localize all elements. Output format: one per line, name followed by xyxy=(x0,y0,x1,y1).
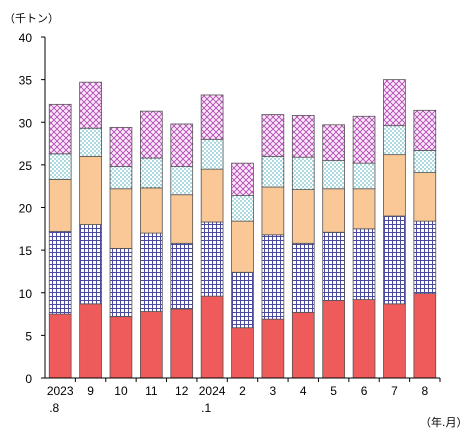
bar-segment-series2 xyxy=(109,248,133,318)
x-tick-sublabel: .1 xyxy=(201,401,211,415)
bar-segment-series3 xyxy=(170,194,194,244)
bar-segment-series1 xyxy=(322,300,345,379)
bar-segment-series4 xyxy=(200,138,224,170)
bars-layer xyxy=(48,79,437,379)
bar-segment-series3 xyxy=(200,168,224,223)
y-tick-label: 10 xyxy=(19,287,33,301)
x-tick-label: 9 xyxy=(87,384,94,398)
bar-segment-series5 xyxy=(170,123,194,167)
bar-segment-series4 xyxy=(79,127,102,157)
x-tick-label: 4 xyxy=(300,384,307,398)
bar-segment-series5 xyxy=(291,115,315,158)
bar-segment-series2 xyxy=(383,215,406,305)
x-tick-label: 6 xyxy=(361,384,368,398)
bar-segment-series3 xyxy=(413,172,437,222)
bar-segment-series1 xyxy=(352,299,376,379)
x-tick-label: 2023 xyxy=(47,384,74,398)
bar-segment-series3 xyxy=(109,188,133,249)
y-tick-label: 40 xyxy=(19,31,33,45)
y-axis-unit-label: （千トン） xyxy=(4,12,59,25)
bar-segment-series1 xyxy=(383,303,406,379)
bar-segment-series1 xyxy=(291,311,315,379)
bar-segment-series4 xyxy=(231,195,254,222)
x-tick-label: 2024 xyxy=(199,384,226,398)
bar-segment-series1 xyxy=(140,311,163,379)
bar-segment-series3 xyxy=(79,155,102,225)
bar-segment-series5 xyxy=(383,79,406,127)
bar-segment-series4 xyxy=(48,153,72,180)
bar-segment-series4 xyxy=(109,166,133,190)
bar-segment-series2 xyxy=(352,228,376,300)
x-tick-label: 10 xyxy=(114,384,128,398)
bar-segment-series4 xyxy=(413,149,437,173)
bar-segment-series5 xyxy=(109,126,133,167)
bar-segment-series2 xyxy=(291,242,315,313)
bar-segment-series5 xyxy=(79,81,102,129)
bar-segment-series4 xyxy=(170,166,194,196)
x-tick-label: 3 xyxy=(270,384,277,398)
bar-segment-series1 xyxy=(79,303,102,379)
x-tick-label: 8 xyxy=(421,384,428,398)
x-axis-unit-label: （年.月） xyxy=(420,415,466,428)
y-tick-label: 30 xyxy=(19,116,33,130)
bar-segment-series2 xyxy=(231,271,254,329)
bar-segment-series5 xyxy=(200,94,224,140)
x-tick-sublabel: .8 xyxy=(49,401,59,415)
y-tick-label: 0 xyxy=(25,372,32,386)
bar-segment-series5 xyxy=(140,110,163,159)
bar-segment-series5 xyxy=(48,103,72,155)
y-axis: 0 5 10 15 20 25 30 35 40 xyxy=(19,31,46,386)
bar-segment-series4 xyxy=(383,125,406,156)
bar-segment-series1 xyxy=(48,313,72,379)
bar-segment-series3 xyxy=(140,187,163,234)
bar-segment-series4 xyxy=(291,156,315,190)
x-tick-label: 2 xyxy=(239,384,246,398)
bar-segment-series4 xyxy=(261,155,285,188)
bar-segment-series3 xyxy=(48,178,72,232)
bar-segment-series3 xyxy=(352,188,376,230)
y-tick-label: 25 xyxy=(19,159,33,173)
bar-segment-series2 xyxy=(261,234,285,320)
bar-segment-series1 xyxy=(231,327,254,379)
bar-segment-series2 xyxy=(413,220,437,295)
bar-segment-series1 xyxy=(170,308,194,379)
bar-segment-series2 xyxy=(170,242,194,310)
bar-segment-series4 xyxy=(140,157,163,189)
bar-segment-series5 xyxy=(231,162,254,196)
bar-segment-series3 xyxy=(322,188,345,233)
x-tick-label: 12 xyxy=(175,384,189,398)
bar-segment-series3 xyxy=(383,154,406,217)
bar-segment-series2 xyxy=(48,230,72,315)
bar-segment-series4 xyxy=(352,162,376,190)
x-tick-label: 5 xyxy=(330,384,337,398)
bar-segment-series2 xyxy=(79,224,102,305)
bar-segment-series3 xyxy=(261,186,285,236)
bar-segment-series3 xyxy=(231,220,254,273)
y-tick-label: 20 xyxy=(19,202,33,216)
bar-segment-series1 xyxy=(109,316,133,379)
y-tick-label: 5 xyxy=(25,329,32,343)
y-tick-label: 15 xyxy=(19,244,33,258)
x-tick-label: 7 xyxy=(391,384,398,398)
bar-segment-series2 xyxy=(200,221,224,297)
bar-segment-series2 xyxy=(322,231,345,301)
bar-segment-series4 xyxy=(322,160,345,190)
bar-segment-series5 xyxy=(413,109,437,151)
y-tick-label: 35 xyxy=(19,74,33,88)
bar-segment-series5 xyxy=(261,114,285,157)
bar-segment-series5 xyxy=(352,115,376,164)
bar-segment-series5 xyxy=(322,124,345,162)
bar-segment-series3 xyxy=(291,189,315,244)
bar-segment-series2 xyxy=(140,232,163,312)
bar-segment-series1 xyxy=(261,318,285,379)
x-axis: 2023 .8 9 10 11 12 2024 .1 2 3 4 5 6 7 8 xyxy=(45,377,441,415)
x-tick-label: 11 xyxy=(145,384,158,398)
bar-segment-series1 xyxy=(200,295,224,379)
bar-segment-series1 xyxy=(413,293,437,379)
